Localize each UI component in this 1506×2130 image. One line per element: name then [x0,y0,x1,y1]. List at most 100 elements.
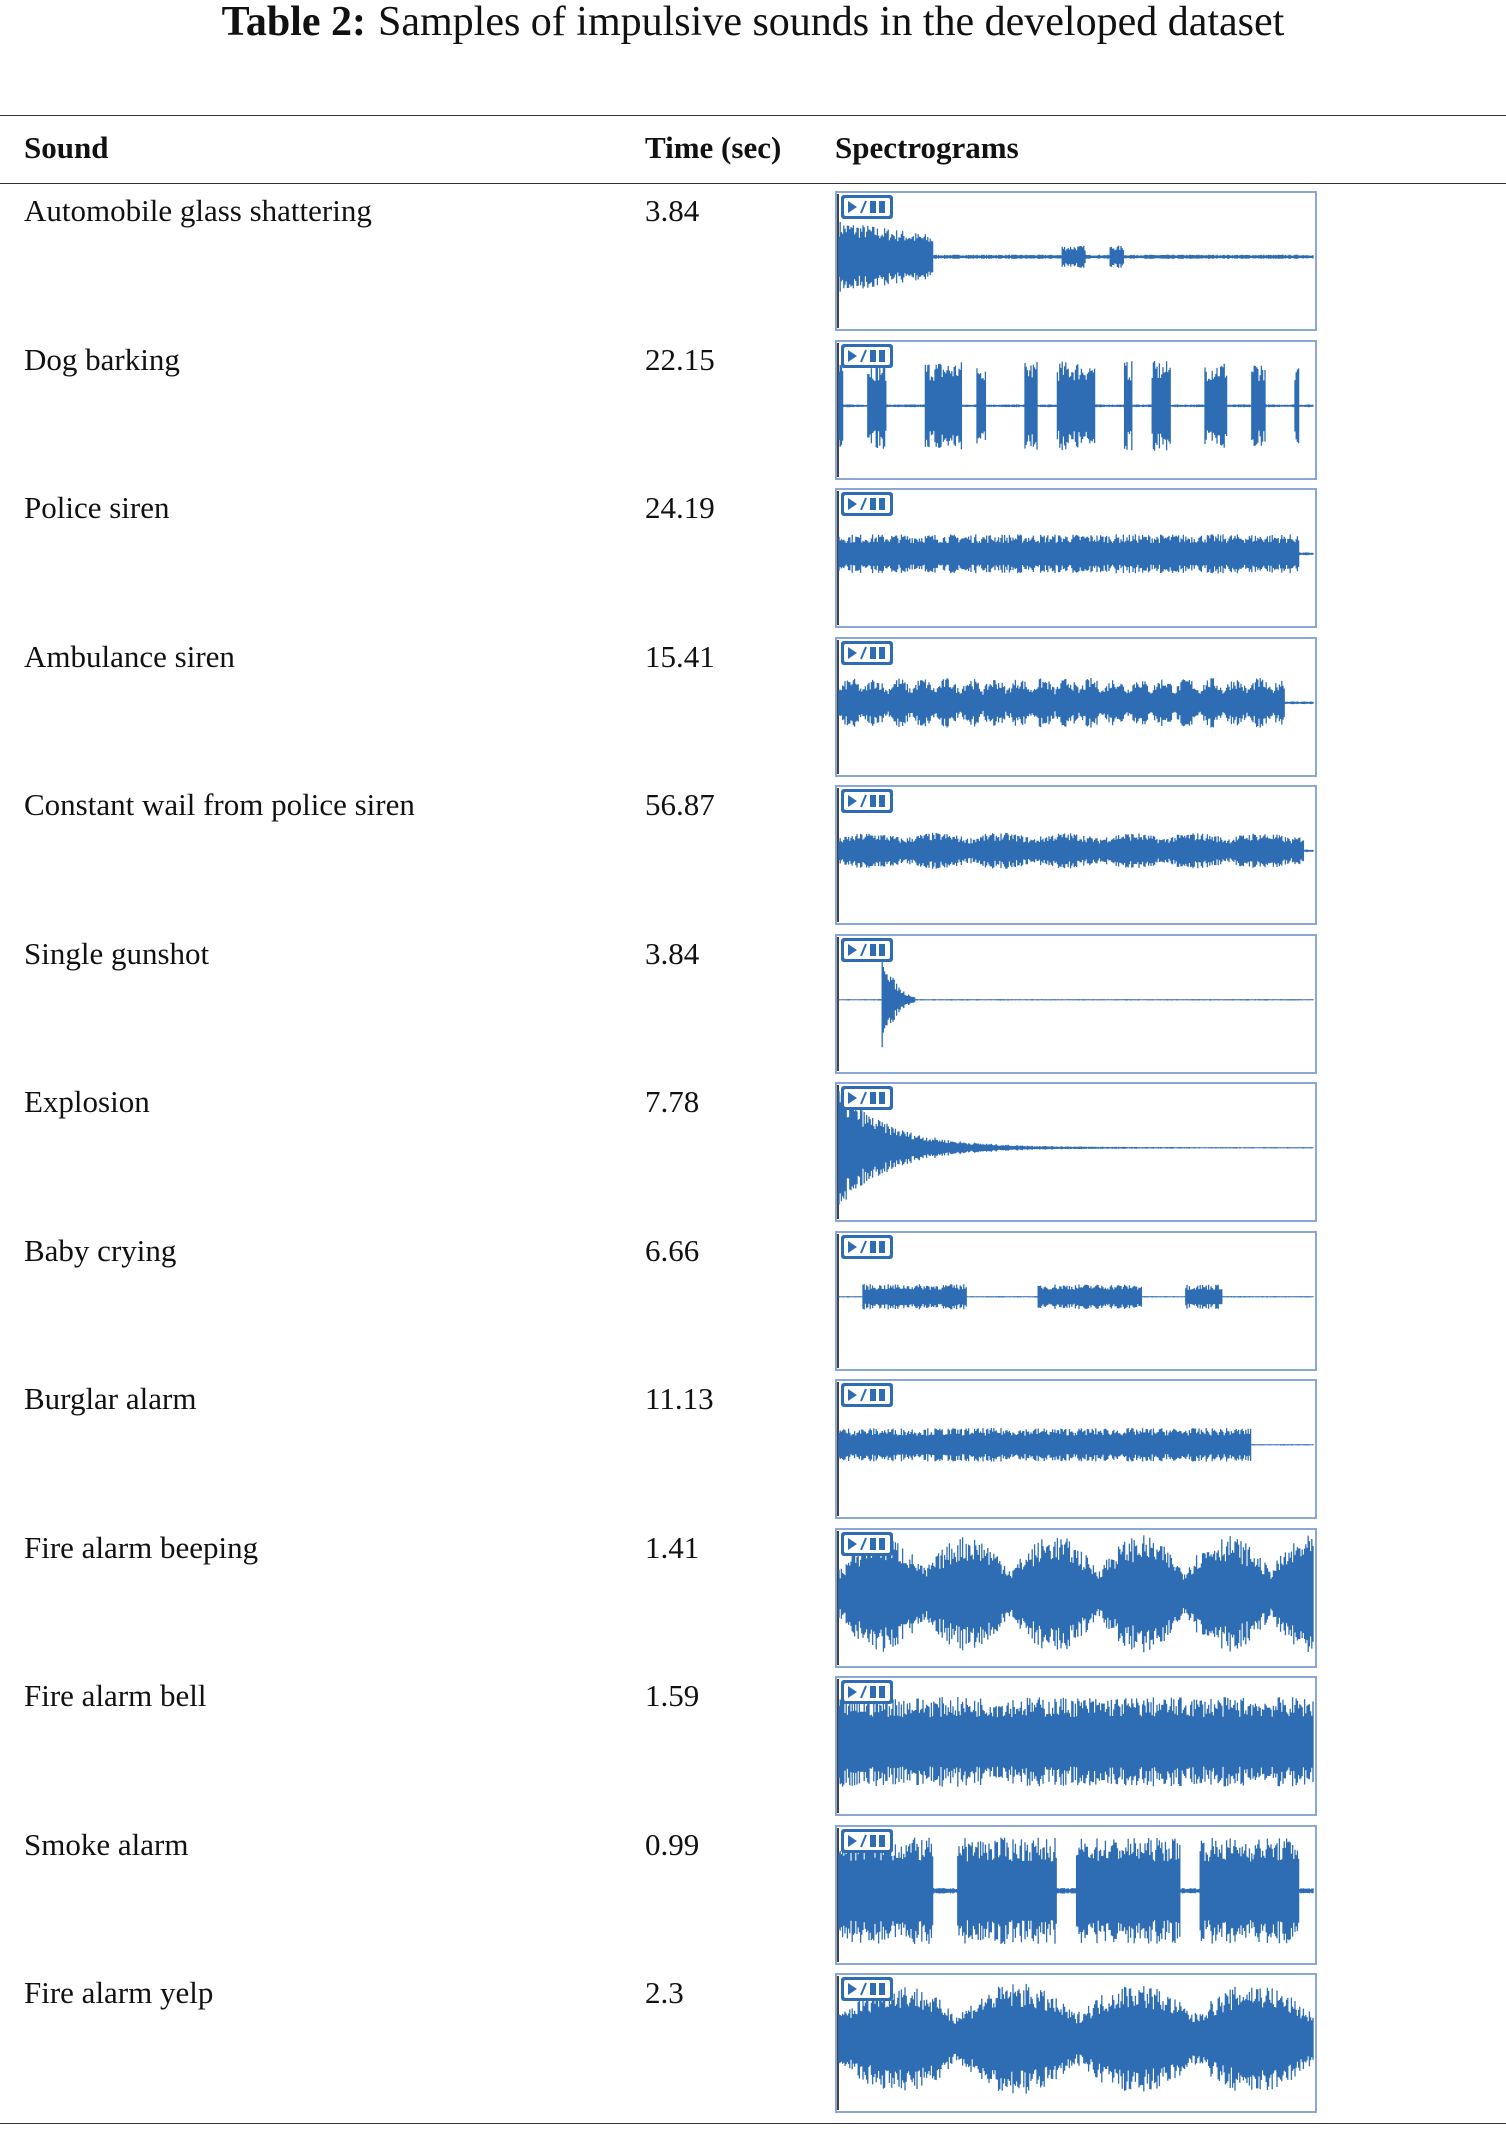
waveform-part [838,1428,1314,1462]
waveform-part [848,943,857,956]
waveform-part [870,1686,876,1698]
waveform-part [848,201,857,213]
play-icon [841,1828,893,1853]
caption-label: Table 2: [221,0,366,45]
spectrogram [835,1082,1317,1222]
waveform-part [838,221,1314,292]
waveform-part [844,940,890,959]
waveform-part [848,1686,857,1698]
waveform-part [844,346,890,365]
spectrogram [835,191,1317,331]
waveform-part [838,1283,1314,1309]
waveform-part [879,1092,885,1104]
play-icon [841,1086,893,1110]
sound-cell: Explosion [24,1084,150,1119]
play-icon [841,1234,893,1259]
time-cell: 22.15 [645,341,715,377]
spectrogram [835,636,1317,777]
waveform-part [860,794,867,808]
waveform-part [860,943,867,956]
waveform-part [838,1983,1314,2094]
sound-cell: Dog barking [24,341,180,377]
waveform-part [870,201,876,213]
waveform-part [870,1092,876,1104]
waveform-part [848,1834,857,1847]
spectrogram [835,1230,1317,1371]
waveform-part [870,1537,876,1550]
waveform-part [844,495,890,513]
sound-cell: Automobile glass shattering [24,193,372,228]
sound-cell: Fire alarm bell [24,1678,207,1713]
waveform-part [838,951,1314,1047]
spectrogram [835,785,1317,925]
waveform-part [838,534,1314,574]
waveform-part [835,933,1317,1074]
waveform-part [860,349,867,362]
waveform-part [844,1683,890,1701]
sound-cell: Police siren [24,490,170,525]
waveform-part [844,792,890,810]
waveform-part [838,360,1314,451]
waveform-part [879,349,885,362]
waveform-part [860,1685,867,1699]
header-cell: Spectrograms [835,130,1019,165]
waveform-part [879,1389,885,1401]
sound-cell: Smoke alarm [24,1826,189,1862]
play-icon [841,640,893,665]
time-cell: 1.41 [645,1529,700,1565]
waveform-part [860,1240,867,1253]
time-cell: 11.13 [645,1381,714,1416]
sound-cell: Burglar alarm [24,1381,197,1416]
sound-cell: Fire alarm yelp [24,1975,214,2010]
waveform-part [870,795,876,807]
waveform-part [838,677,1314,728]
play-icon [841,1977,893,2001]
sound-cell: Baby crying [24,1232,177,1268]
waveform-part [879,201,885,213]
time-cell: 56.87 [645,787,715,822]
waveform-part [860,646,867,659]
waveform-part [860,1388,867,1402]
time-cell: 6.66 [645,1232,700,1268]
sound-cell: Constant wail from police siren [24,787,415,822]
waveform-part [844,1534,890,1553]
time-cell: 7.78 [645,1084,700,1119]
caption-text: Samples of impulsive sounds in the devel… [377,0,1285,45]
table-caption: Table 2: Samples of impulsive sounds in t… [0,0,1506,44]
spectrogram [835,488,1317,628]
waveform-part [879,943,885,956]
time-cell: 0.99 [645,1826,700,1862]
waveform-part [848,646,857,659]
time-cell: 15.41 [645,638,715,674]
spectrogram [835,1676,1317,1816]
play-icon [841,195,893,219]
header-cell: Time (sec) [645,130,782,165]
waveform-part [879,795,885,807]
waveform-part [838,1091,1314,1205]
waveform-part [838,832,1314,869]
sound-cell: Ambulance siren [24,638,235,674]
waveform-part [844,198,890,216]
waveform-part [860,1982,867,1996]
waveform-part [844,1831,890,1850]
play-icon [841,1680,893,1704]
waveform-part [879,1834,885,1847]
waveform-part [838,1697,1314,1787]
play-icon [841,789,893,813]
time-cell: 1.59 [645,1678,700,1713]
waveform-part [870,1834,876,1847]
play-icon [841,343,893,368]
time-cell: 3.84 [645,935,700,971]
waveform-part [848,1389,857,1401]
waveform-part [844,1089,890,1107]
waveform-part [870,943,876,956]
spectrogram [835,339,1317,480]
spectrogram [835,1973,1317,2113]
waveform-part [870,1389,876,1401]
waveform-part [870,1983,876,1995]
waveform-part [870,646,876,659]
spectrogram [835,1824,1317,1965]
waveform-part [844,1237,890,1256]
waveform-part [838,1837,1314,1944]
